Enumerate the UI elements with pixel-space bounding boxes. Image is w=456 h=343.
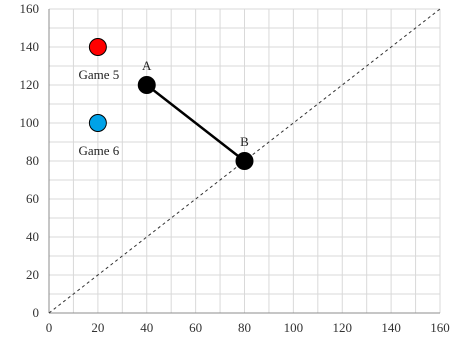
x-tick-label: 60 xyxy=(189,320,202,335)
y-tick-label: 100 xyxy=(20,115,40,130)
y-tick-label: 20 xyxy=(26,267,39,282)
point-b xyxy=(235,152,254,170)
x-tick-label: 100 xyxy=(284,320,304,335)
point-label-a: A xyxy=(142,58,152,73)
x-tick-label: 0 xyxy=(46,320,53,335)
tick-labels: 0 20 40 60 80 100 120 140 160 0 20 40 60 80 100 120 140 1… xyxy=(20,1,450,335)
x-tick-label: 80 xyxy=(238,320,251,335)
point-a xyxy=(137,76,156,94)
x-tick-label: 120 xyxy=(333,320,353,335)
y-tick-label: 0 xyxy=(33,305,40,320)
axes xyxy=(48,9,440,314)
point-label-game-6: Game 6 xyxy=(78,143,119,158)
point-label-b: B xyxy=(240,134,249,149)
y-tick-label: 80 xyxy=(26,153,39,168)
x-tick-label: 40 xyxy=(140,320,153,335)
y-tick-label: 140 xyxy=(20,39,40,54)
segment-a-b xyxy=(145,84,246,162)
point-game-6 xyxy=(88,114,107,132)
y-tick-label: 120 xyxy=(20,77,40,92)
y-tick-label: 40 xyxy=(26,229,39,244)
y-tick-label: 160 xyxy=(20,1,40,16)
chart-marks: Game 5 Game 6 A B xyxy=(48,8,441,314)
x-tick-label: 160 xyxy=(430,320,450,335)
x-tick-label: 20 xyxy=(91,320,104,335)
point-game-5 xyxy=(88,38,107,56)
point-label-game-5: Game 5 xyxy=(78,67,119,82)
x-tick-label: 140 xyxy=(381,320,401,335)
y-tick-label: 60 xyxy=(26,191,39,206)
